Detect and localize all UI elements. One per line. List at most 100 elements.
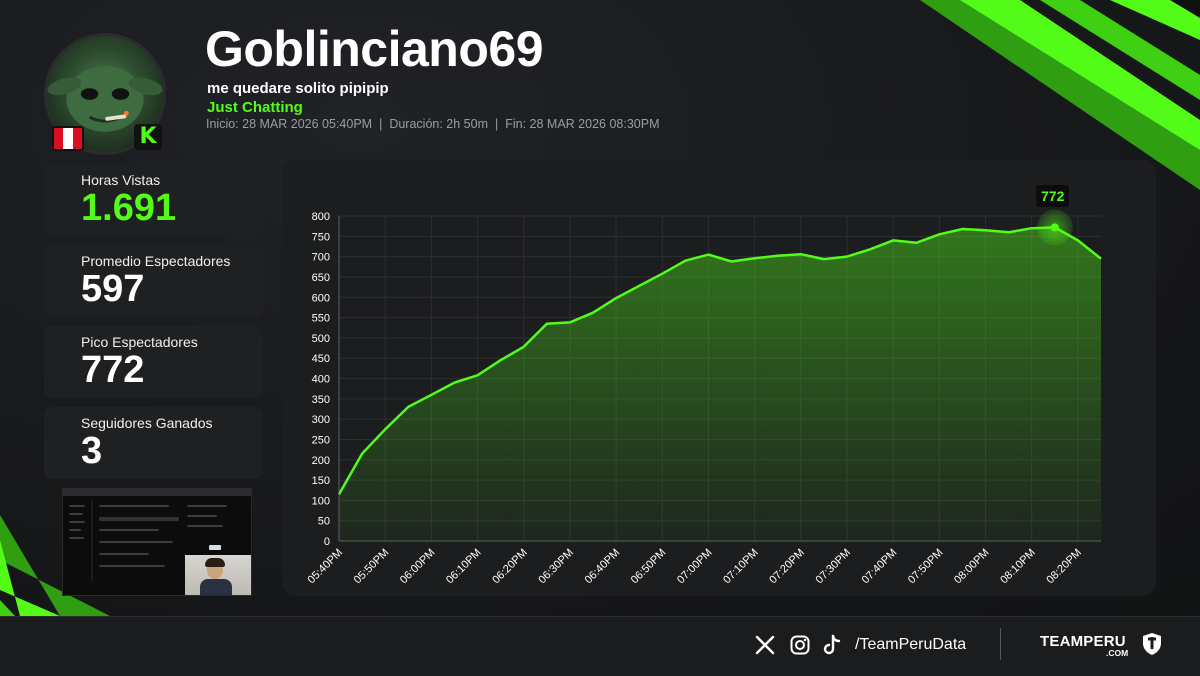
data-point	[569, 321, 571, 323]
y-tick-label: 100	[312, 495, 330, 507]
data-point	[915, 242, 917, 244]
data-point	[800, 253, 802, 255]
stat-card-peak-viewers: Pico Espectadores 772	[44, 326, 263, 398]
stat-label: Promedio Espectadores	[81, 253, 231, 269]
y-axis: 0 50 100 150 200 250 300 350 400 450 500 550 600 650 7…	[312, 211, 340, 548]
series-line	[337, 226, 1102, 495]
y-tick-label: 600	[312, 292, 330, 304]
y-tick-label: 50	[318, 516, 330, 528]
x-tick-label: 05:40PM	[306, 547, 346, 587]
tiktok-icon[interactable]	[822, 632, 842, 658]
y-tick-label: 250	[312, 434, 330, 446]
data-point	[730, 260, 732, 262]
data-point	[453, 381, 455, 383]
data-point	[892, 239, 894, 241]
data-point	[753, 257, 755, 259]
y-tick-label: 150	[312, 475, 330, 487]
data-point	[661, 272, 663, 274]
data-point	[846, 255, 848, 257]
x-icon[interactable]	[754, 632, 776, 658]
data-point	[361, 452, 363, 454]
y-tick-label: 350	[312, 394, 330, 406]
streamer-name: Goblinciano69	[205, 21, 544, 77]
data-point	[546, 322, 548, 324]
x-tick-label: 07:10PM	[721, 547, 761, 587]
y-tick-label: 750	[312, 231, 330, 243]
data-point	[592, 311, 594, 313]
x-tick-label: 07:40PM	[860, 547, 900, 587]
data-point	[707, 253, 709, 255]
stat-label: Horas Vistas	[81, 172, 161, 188]
data-point	[1007, 231, 1009, 233]
meta-separator: |	[495, 117, 499, 131]
stream-title: me quedare solito pipipip	[207, 80, 389, 97]
x-axis: 05:40PM 05:50PM 06:00PM 06:10PM 06:20PM 06:30…	[306, 540, 1101, 587]
y-tick-label: 0	[324, 536, 330, 548]
x-tick-label: 06:40PM	[583, 547, 623, 587]
y-tick-label: 200	[312, 455, 330, 467]
meta-separator: |	[379, 117, 383, 131]
stat-value: 597	[81, 268, 145, 310]
y-tick-label: 550	[312, 313, 330, 325]
x-tick-label: 07:20PM	[767, 547, 807, 587]
x-tick-label: 05:50PM	[352, 547, 392, 587]
x-tick-label: 06:50PM	[629, 547, 669, 587]
data-point	[1100, 257, 1102, 259]
data-point	[476, 374, 478, 376]
start-time: Inicio: 28 MAR 2026 05:40PM	[206, 117, 373, 131]
peak-label: 772	[1036, 185, 1070, 207]
x-tick-label: 08:20PM	[1044, 547, 1084, 587]
peru-flag-icon	[52, 126, 84, 151]
x-tick-label: 07:30PM	[814, 547, 854, 587]
x-tick-label: 07:00PM	[675, 547, 715, 587]
series-area	[339, 227, 1101, 541]
data-point	[823, 258, 825, 260]
data-point	[684, 259, 686, 261]
end-time: Fin: 28 MAR 2026 08:30PM	[505, 117, 660, 131]
footer-divider	[1000, 628, 1001, 660]
y-tick-label: 450	[312, 353, 330, 365]
data-point	[638, 285, 640, 287]
data-point	[869, 248, 871, 250]
data-point	[499, 359, 501, 361]
x-tick-label: 08:00PM	[952, 547, 992, 587]
x-tick-label: 08:10PM	[998, 547, 1038, 587]
stat-value: 772	[81, 349, 145, 391]
x-tick-label: 06:30PM	[536, 547, 576, 587]
y-tick-label: 500	[312, 333, 330, 345]
stream-category: Just Chatting	[207, 99, 303, 116]
data-point	[984, 229, 986, 231]
data-point	[938, 233, 940, 235]
kick-icon: K	[134, 124, 162, 150]
brand-logo-domain: .COM	[1106, 648, 1129, 658]
stream-thumbnail	[62, 488, 252, 596]
data-point	[1031, 227, 1033, 229]
duration: Duración: 2h 50m	[389, 117, 488, 131]
viewers-chart: 0 50 100 150 200 250 300 350 400 450 500 550 600 650 7…	[306, 209, 1102, 587]
social-handle[interactable]: /TeamPeruData	[855, 636, 967, 653]
instagram-icon[interactable]	[789, 632, 811, 658]
data-point	[430, 394, 432, 396]
y-tick-label: 800	[312, 211, 330, 223]
y-tick-label: 400	[312, 374, 330, 386]
data-point	[777, 255, 779, 257]
stream-meta: Inicio: 28 MAR 2026 05:40PM | Duración: 2h…	[206, 117, 660, 131]
brand-logo-text: TEAMPERU	[1040, 633, 1126, 650]
data-point	[407, 406, 409, 408]
data-point	[523, 346, 525, 348]
y-tick-label: 300	[312, 414, 330, 426]
stat-label: Pico Espectadores	[81, 334, 198, 350]
stat-card-followers-gained: Seguidores Ganados 3	[44, 407, 263, 479]
x-tick-label: 06:20PM	[490, 547, 530, 587]
peak-point	[1050, 223, 1059, 232]
webcam-feed	[185, 555, 251, 595]
stat-value: 3	[81, 430, 103, 472]
data-point	[384, 428, 386, 430]
data-point	[961, 228, 963, 230]
x-tick-label: 07:50PM	[906, 547, 946, 587]
y-tick-label: 700	[312, 252, 330, 264]
stat-value: 1.691	[81, 187, 177, 229]
stat-card-average-viewers: Promedio Espectadores 597	[44, 245, 263, 317]
shield-icon	[1143, 633, 1161, 655]
x-tick-label: 06:10PM	[444, 547, 484, 587]
